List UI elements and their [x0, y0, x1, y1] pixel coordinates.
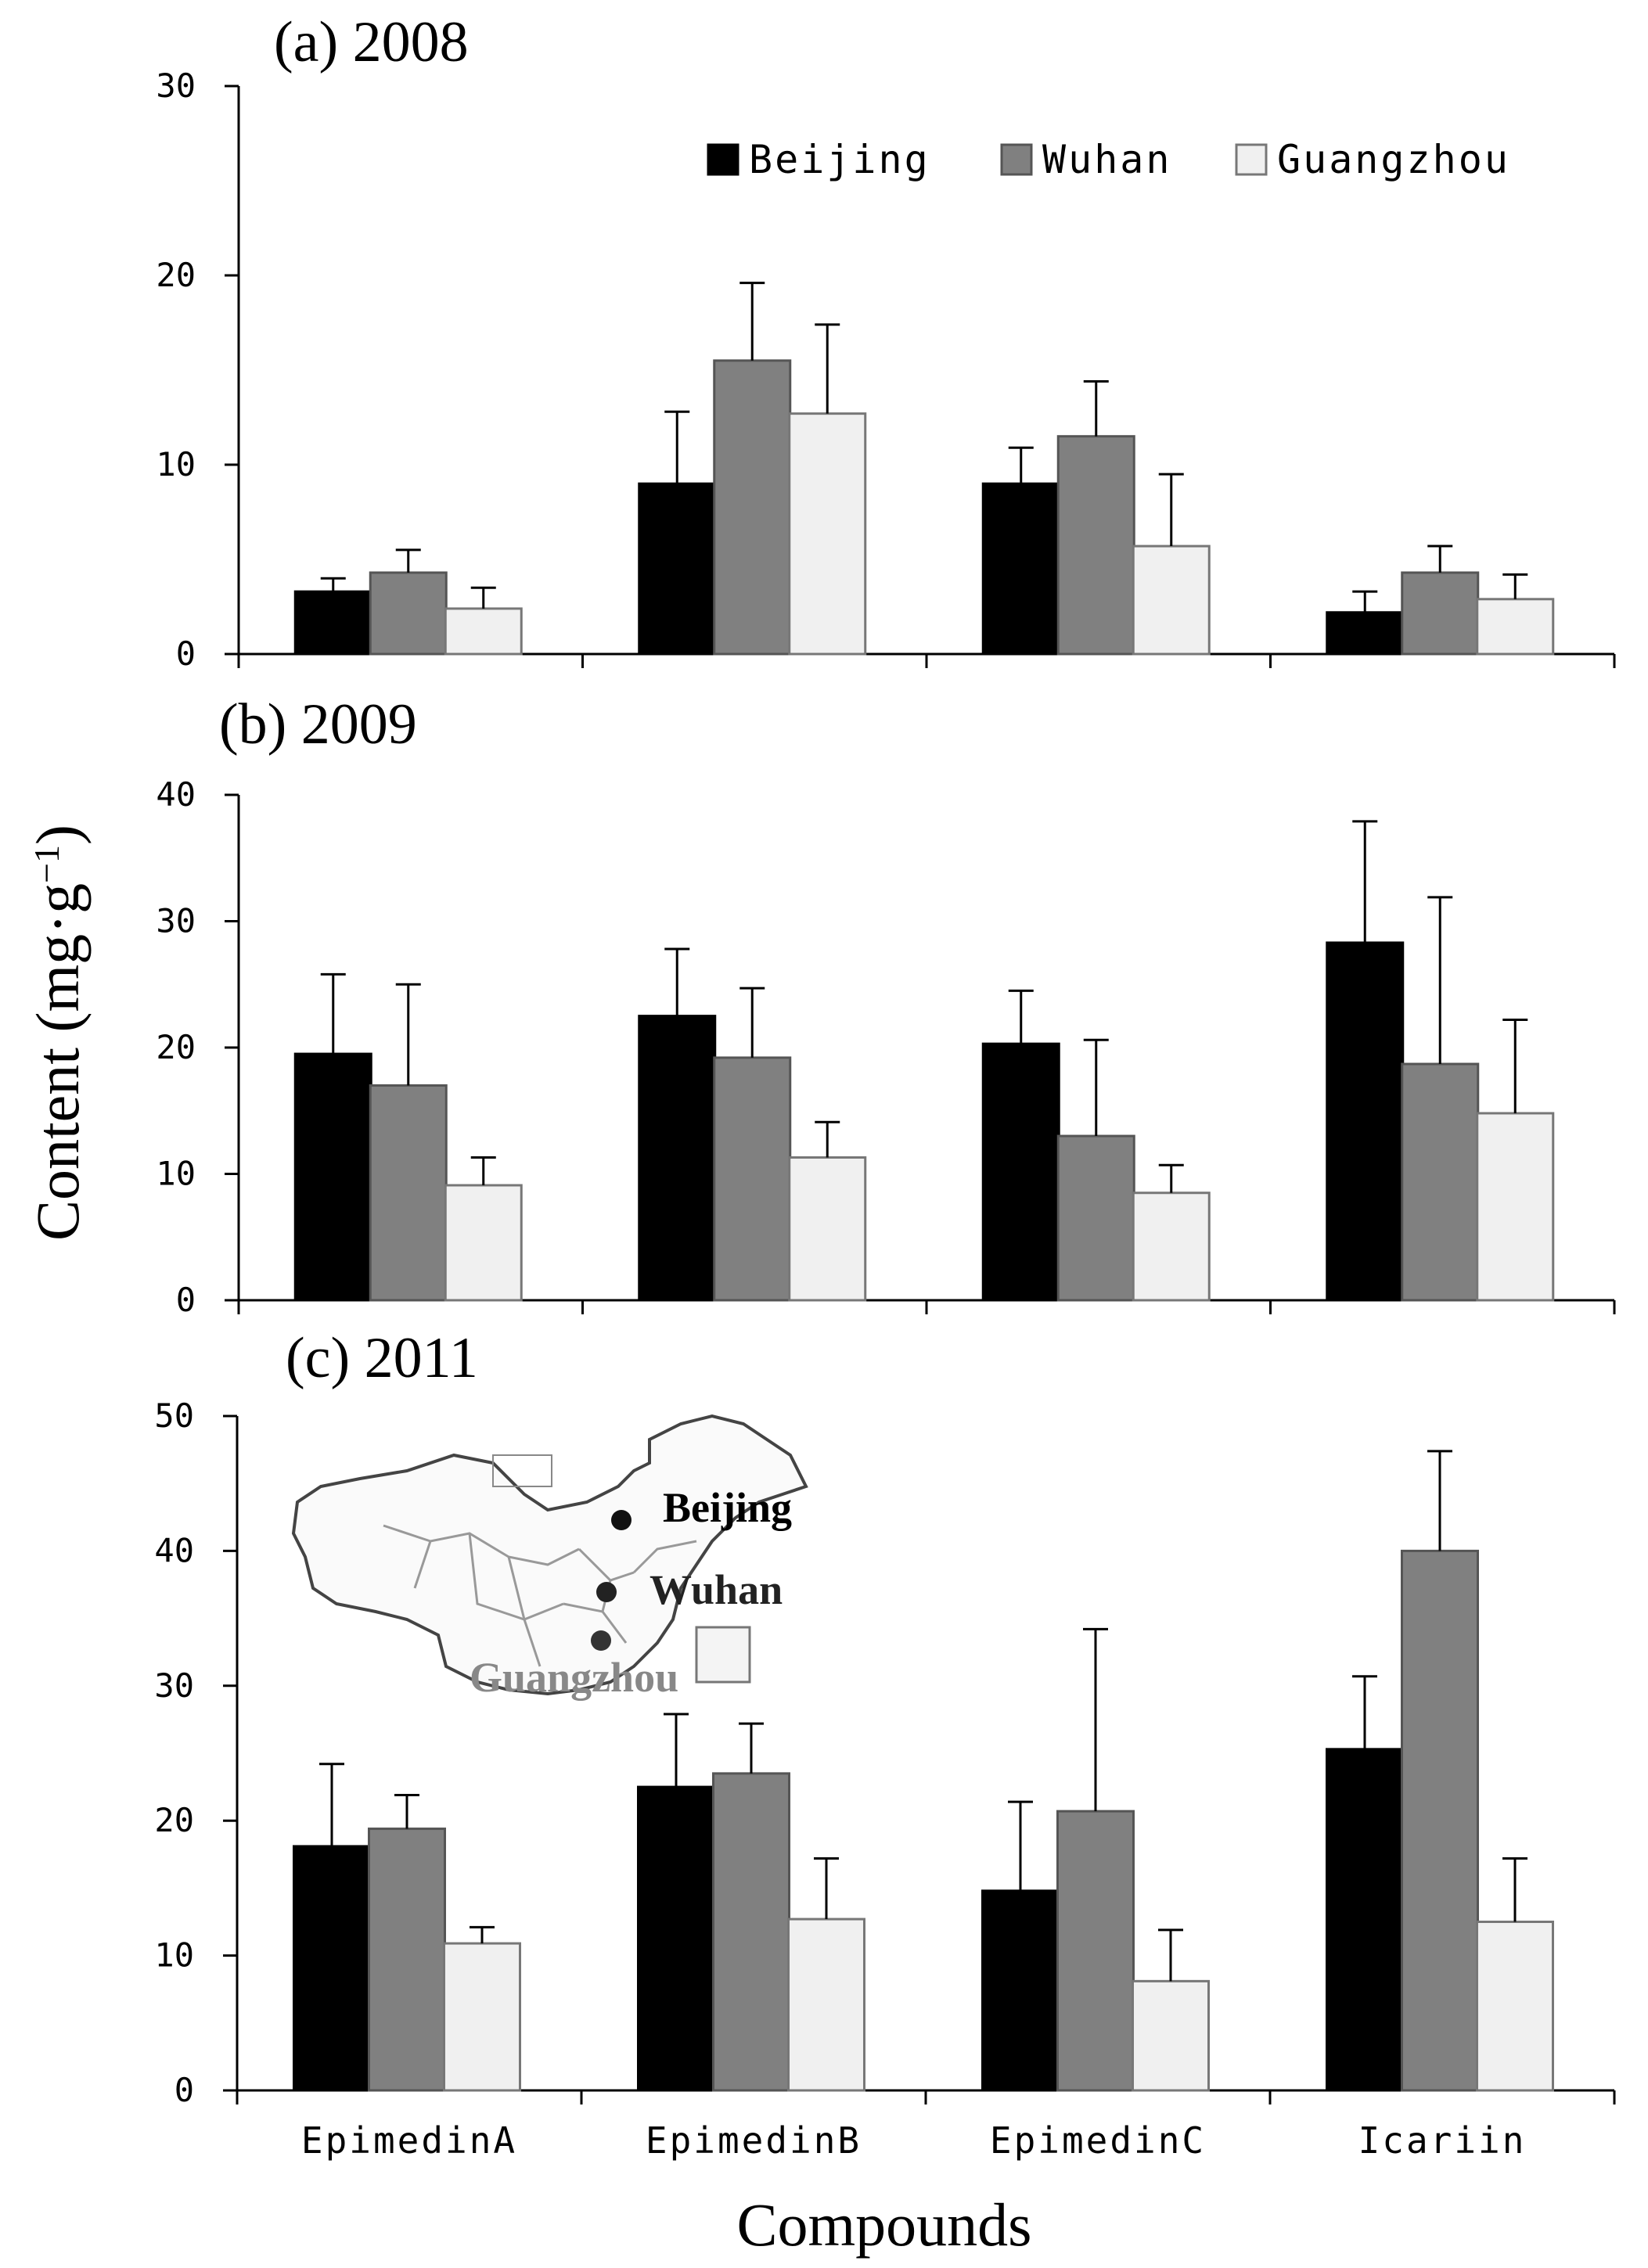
bar-guangzhou-icariin — [1476, 598, 1555, 656]
y-axis-title-exponent: −1 — [27, 845, 67, 883]
panel-1: (a) 2008 0 10 20 30 — [156, 10, 1616, 673]
bar-wuhan-epimedinb — [713, 1056, 792, 1302]
panel-title: (b) 2009 — [219, 692, 417, 757]
bar-wuhan-epimedinc — [1056, 435, 1135, 656]
map-label-wuhan: Wuhan — [649, 1566, 783, 1613]
bar-beijing-epimedina — [293, 1052, 372, 1302]
y-tick-label: 40 — [156, 775, 196, 814]
bar-beijing-epimedinc — [981, 1042, 1060, 1302]
legend-label-beijing: Beijing — [749, 137, 930, 182]
y-tick-label: 10 — [154, 1936, 194, 1975]
y-tick-label: 20 — [154, 1801, 194, 1839]
china-map-outline — [291, 1414, 808, 1696]
bar-wuhan-icariin — [1401, 1062, 1480, 1302]
panel-3: (c) 2011 0 10 20 30 40 50 EpimedinA EpimedinB Epi… — [154, 1326, 1616, 2162]
y-tick-label: 30 — [156, 66, 196, 105]
legend-swatch-guangzhou — [1235, 143, 1268, 176]
china-map-inset: Beijing Wuhan Guangzhou — [291, 1414, 808, 1701]
y-tick-label: 0 — [175, 2071, 194, 2109]
bar-wuhan-epimedinc — [1056, 1810, 1135, 2092]
legend-swatch-wuhan — [1000, 143, 1033, 176]
map-marker-beijing — [611, 1510, 631, 1530]
y-tick-label: 50 — [154, 1396, 194, 1435]
bar-beijing-epimedina — [293, 590, 372, 656]
bar-guangzhou-epimedinc — [1132, 1192, 1211, 1302]
bar-beijing-epimedinb — [638, 482, 717, 656]
bar-guangzhou-icariin — [1476, 1112, 1555, 1302]
x-category-label: EpimedinA — [301, 2119, 517, 2162]
bar-beijing-icariin — [1326, 611, 1405, 656]
x-category-label: EpimedinB — [646, 2119, 862, 2162]
bar-guangzhou-epimedinb — [787, 1918, 865, 2092]
legend: Beijing Wuhan Guangzhou — [707, 137, 1510, 182]
bar-beijing-epimedinb — [637, 1785, 715, 2092]
bar-wuhan-epimedina — [369, 1084, 448, 1302]
bar-wuhan-epimedina — [368, 1828, 446, 2092]
panel-title: (a) 2008 — [274, 10, 469, 74]
y-axis-title: Content (mg·g−1) — [23, 825, 92, 1241]
x-category-label: Icariin — [1358, 2119, 1527, 2162]
bar-guangzhou-epimedinb — [788, 412, 867, 656]
south-china-sea-inset — [695, 1626, 751, 1684]
bar-beijing-icariin — [1326, 941, 1405, 1302]
bar-beijing-epimedinc — [981, 1889, 1060, 2092]
y-tick-label: 0 — [176, 634, 196, 673]
bar-guangzhou-epimedinc — [1132, 545, 1211, 656]
bar-guangzhou-epimedina — [444, 1184, 523, 1302]
bar-guangzhou-epimedina — [444, 607, 523, 656]
panel-title: (c) 2011 — [286, 1326, 478, 1390]
bar-beijing-epimedinb — [638, 1015, 717, 1302]
y-tick-label: 20 — [156, 256, 196, 294]
y-tick-label: 30 — [156, 902, 196, 940]
y-tick-label: 10 — [156, 1155, 196, 1193]
map-marker-guangzhou — [591, 1630, 611, 1651]
bar-wuhan-epimedina — [369, 571, 448, 656]
bar-wuhan-icariin — [1401, 1549, 1479, 2092]
panel-2: (b) 2009 0 10 20 30 40 — [156, 692, 1616, 1319]
legend-label-guangzhou: Guangzhou — [1277, 137, 1510, 182]
bar-wuhan-icariin — [1401, 571, 1480, 656]
bar-guangzhou-epimedinb — [788, 1156, 867, 1302]
map-marker-wuhan — [596, 1582, 617, 1602]
bar-guangzhou-icariin — [1476, 1921, 1554, 2092]
map-scale-box — [492, 1454, 552, 1487]
map-label-beijing: Beijing — [663, 1484, 792, 1531]
bar-guangzhou-epimedina — [443, 1942, 521, 2092]
bar-wuhan-epimedinb — [713, 359, 792, 656]
legend-swatch-beijing — [707, 143, 739, 176]
y-tick-label: 40 — [154, 1531, 194, 1569]
bar-beijing-epimedina — [293, 1845, 371, 2092]
bar-wuhan-epimedinc — [1056, 1134, 1135, 1302]
x-category-label: EpimedinC — [990, 2119, 1206, 2162]
y-tick-label: 30 — [154, 1666, 194, 1705]
x-axis-title: Compounds — [736, 2191, 1031, 2259]
y-tick-label: 10 — [156, 445, 196, 483]
bar-beijing-icariin — [1326, 1748, 1404, 2092]
bar-guangzhou-epimedinc — [1132, 1979, 1210, 2092]
map-label-guangzhou: Guangzhou — [470, 1654, 678, 1701]
legend-label-wuhan: Wuhan — [1042, 137, 1172, 182]
bar-beijing-epimedinc — [981, 482, 1060, 656]
y-tick-label: 0 — [176, 1281, 196, 1319]
bar-wuhan-epimedinb — [712, 1772, 790, 2092]
y-tick-label: 20 — [156, 1028, 196, 1066]
